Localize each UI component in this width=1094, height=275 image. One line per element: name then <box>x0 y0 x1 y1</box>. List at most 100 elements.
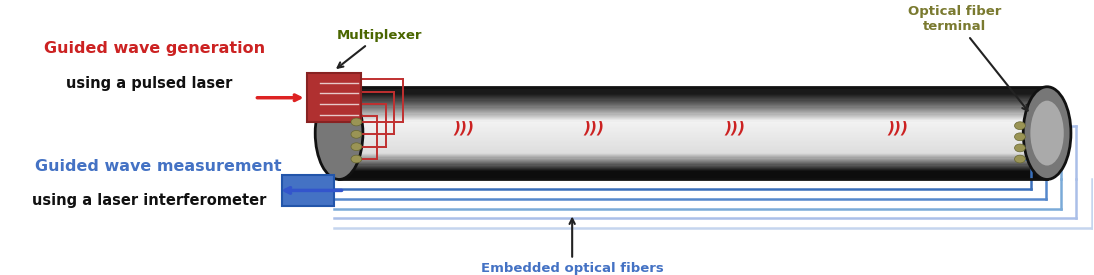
Bar <box>339 110 1047 111</box>
Bar <box>339 125 1047 126</box>
Bar <box>339 87 1047 180</box>
Bar <box>339 155 1047 156</box>
Bar <box>339 161 1047 162</box>
Bar <box>339 132 1047 133</box>
Ellipse shape <box>351 118 362 126</box>
Bar <box>339 170 1047 171</box>
Bar <box>339 169 1047 170</box>
Text: ))): ))) <box>453 121 474 136</box>
Bar <box>339 175 1047 176</box>
Bar <box>339 152 1047 153</box>
Bar <box>339 166 1047 168</box>
Bar <box>339 157 1047 159</box>
Bar <box>339 144 1047 146</box>
Bar <box>339 131 1047 132</box>
Ellipse shape <box>1031 101 1063 166</box>
Bar <box>339 178 1047 180</box>
Text: ))): ))) <box>887 121 908 136</box>
Text: ))): ))) <box>583 121 604 136</box>
Bar <box>339 104 1047 105</box>
Bar <box>339 176 1047 177</box>
Bar <box>339 98 1047 100</box>
Bar <box>339 138 1047 139</box>
Bar <box>339 160 1047 161</box>
Bar <box>281 175 334 206</box>
Bar <box>339 91 1047 93</box>
Bar <box>339 174 1047 175</box>
Bar <box>339 87 1047 88</box>
Bar <box>339 101 1047 103</box>
Bar <box>339 122 1047 124</box>
Bar <box>339 129 1047 131</box>
Bar <box>339 142 1047 144</box>
Bar <box>306 73 361 122</box>
Bar <box>339 156 1047 157</box>
Bar <box>339 118 1047 119</box>
Bar <box>339 114 1047 116</box>
Bar <box>339 140 1047 141</box>
Bar <box>339 148 1047 149</box>
Bar <box>339 90 1047 91</box>
Bar <box>339 109 1047 110</box>
Ellipse shape <box>1023 87 1071 180</box>
Bar <box>339 164 1047 166</box>
Bar <box>339 88 1047 89</box>
Bar <box>339 96 1047 97</box>
Bar <box>339 103 1047 104</box>
Ellipse shape <box>1014 155 1025 163</box>
Bar <box>339 134 1047 135</box>
Text: Guided wave measurement: Guided wave measurement <box>35 158 281 174</box>
Bar <box>339 168 1047 169</box>
Bar <box>339 141 1047 142</box>
Bar <box>339 99 1047 101</box>
Bar <box>339 177 1047 178</box>
Ellipse shape <box>1014 122 1025 130</box>
Bar <box>339 116 1047 117</box>
Bar <box>339 92 1047 94</box>
Bar <box>339 120 1047 122</box>
Bar <box>339 121 1047 123</box>
Ellipse shape <box>315 87 363 180</box>
Bar <box>339 165 1047 167</box>
Bar <box>339 89 1047 90</box>
Bar <box>339 111 1047 112</box>
Text: using a laser interferometer: using a laser interferometer <box>32 193 267 208</box>
Text: Embedded optical fibers: Embedded optical fibers <box>480 219 664 275</box>
Bar <box>339 171 1047 172</box>
Bar <box>339 154 1047 155</box>
Ellipse shape <box>1014 133 1025 141</box>
Bar <box>339 127 1047 128</box>
Bar <box>339 158 1047 160</box>
Text: Guided wave generation: Guided wave generation <box>44 42 265 56</box>
Bar <box>339 126 1047 127</box>
Bar <box>339 136 1047 138</box>
Ellipse shape <box>351 143 362 151</box>
Bar <box>339 162 1047 163</box>
Bar <box>339 143 1047 145</box>
Bar <box>339 107 1047 109</box>
Bar <box>339 105 1047 106</box>
Text: ))): ))) <box>724 121 745 136</box>
Ellipse shape <box>351 130 362 138</box>
Bar <box>339 149 1047 150</box>
Bar <box>339 97 1047 98</box>
Bar <box>339 153 1047 154</box>
Bar <box>339 150 1047 152</box>
Bar <box>339 135 1047 137</box>
Ellipse shape <box>351 155 362 163</box>
Bar <box>339 133 1047 134</box>
Text: using a pulsed laser: using a pulsed laser <box>66 76 233 90</box>
Bar <box>339 147 1047 148</box>
Bar <box>339 119 1047 120</box>
Bar <box>339 123 1047 125</box>
Bar <box>339 100 1047 102</box>
Bar <box>339 145 1047 147</box>
Bar <box>339 106 1047 108</box>
Ellipse shape <box>1014 144 1025 152</box>
Text: Optical fiber
terminal: Optical fiber terminal <box>908 5 1027 111</box>
Text: Multiplexer: Multiplexer <box>337 29 422 68</box>
Bar <box>339 117 1047 118</box>
Bar <box>339 95 1047 96</box>
Bar <box>339 128 1047 130</box>
Bar <box>339 163 1047 164</box>
